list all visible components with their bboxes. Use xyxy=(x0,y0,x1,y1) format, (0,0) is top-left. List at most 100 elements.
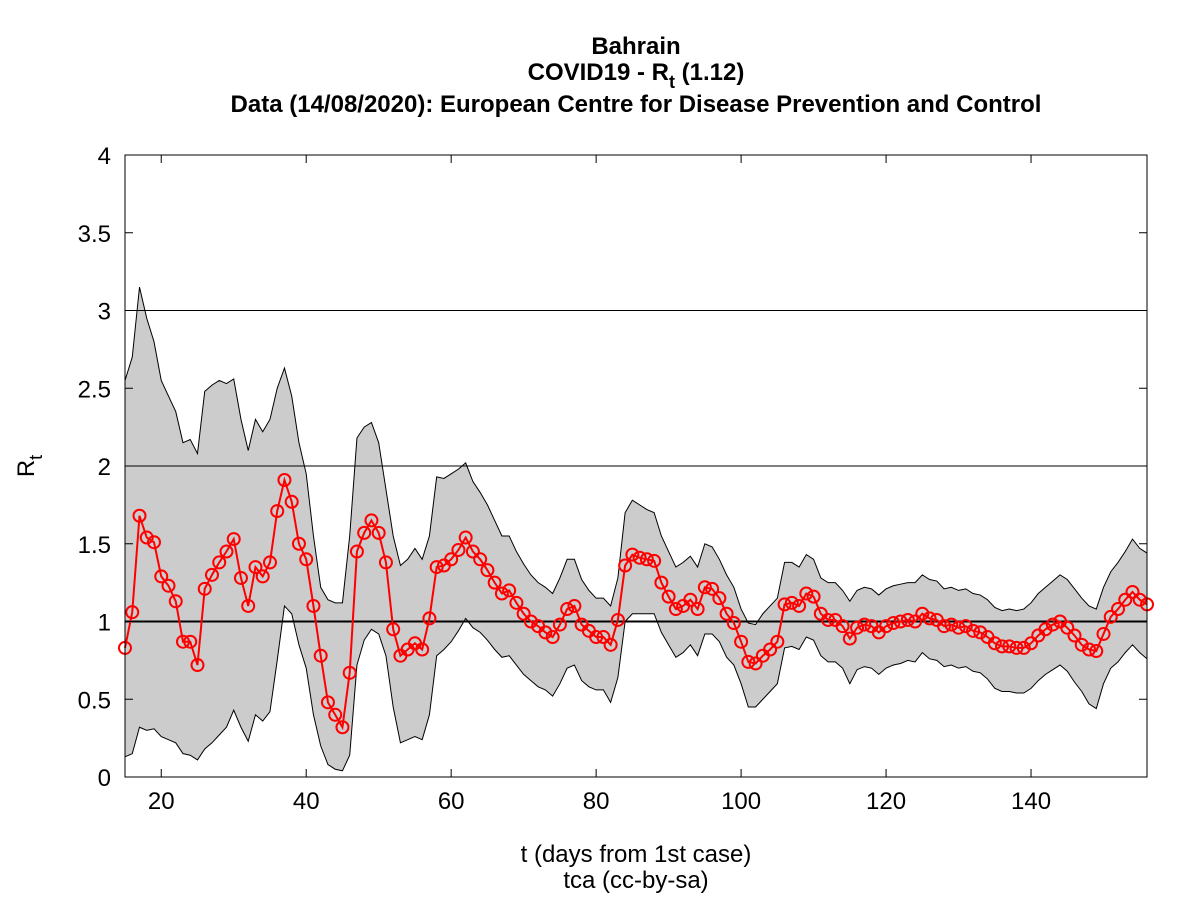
rt-point xyxy=(915,606,930,621)
rt-point xyxy=(799,586,814,601)
rt-point xyxy=(937,619,952,634)
x-tick-label: 140 xyxy=(1011,788,1051,815)
y-tick-label: 2.5 xyxy=(78,376,111,403)
rt-point xyxy=(632,550,647,565)
rt-point xyxy=(473,552,488,567)
rt-point xyxy=(1089,644,1104,659)
rt-point xyxy=(168,594,183,609)
rt-point xyxy=(995,639,1010,654)
rt-point xyxy=(277,472,292,487)
rt-point xyxy=(806,589,821,604)
rt-point xyxy=(545,630,560,645)
x-tick-label: 120 xyxy=(866,788,906,815)
rt-point xyxy=(857,617,872,632)
rt-point xyxy=(966,623,981,638)
rt-point xyxy=(386,622,401,637)
title-text: (1.12) xyxy=(675,59,744,86)
rt-point xyxy=(567,598,582,613)
rt-point xyxy=(480,563,495,578)
rt-point xyxy=(668,602,683,617)
rt-point xyxy=(770,634,785,649)
rt-point xyxy=(1067,628,1082,643)
rt-point xyxy=(944,617,959,632)
x-tick-label: 40 xyxy=(293,788,320,815)
rt-point xyxy=(734,634,749,649)
rt-point xyxy=(726,616,741,631)
rt-point xyxy=(1024,636,1039,651)
title-line2: COVID19 - Rt (1.12) xyxy=(528,59,745,92)
rt-point xyxy=(306,598,321,613)
rt-point xyxy=(509,595,524,610)
y-tick-label: 2 xyxy=(98,454,111,481)
rt-point xyxy=(465,544,480,559)
rt-point xyxy=(690,602,705,617)
rt-point xyxy=(842,631,857,646)
rt-point xyxy=(226,532,241,547)
rt-point xyxy=(299,552,314,567)
rt-point xyxy=(596,630,611,645)
rt-point xyxy=(328,707,343,722)
y-label-subscript: t xyxy=(26,455,46,460)
rt-point xyxy=(552,617,567,632)
rt-point xyxy=(132,508,147,523)
rt-point xyxy=(647,553,662,568)
rt-point xyxy=(313,648,328,663)
rt-point xyxy=(523,614,538,629)
rt-point xyxy=(661,589,676,604)
rt-point xyxy=(161,578,176,593)
rt-point xyxy=(625,547,640,562)
rt-point xyxy=(589,630,604,645)
rt-point xyxy=(835,619,850,634)
rt-point xyxy=(958,619,973,634)
band-upper-edge xyxy=(124,287,1148,626)
rt-point xyxy=(1132,592,1147,607)
rt-point xyxy=(1045,617,1060,632)
rt-point xyxy=(197,581,212,596)
rt-point xyxy=(364,513,379,528)
title-line3: Data (14/08/2020): European Centre for D… xyxy=(231,91,1042,118)
rt-point xyxy=(784,595,799,610)
rt-point xyxy=(190,658,205,673)
rt-point xyxy=(1060,620,1075,635)
rt-point xyxy=(697,580,712,595)
y-tick-label: 4 xyxy=(98,143,111,170)
rt-point xyxy=(175,634,190,649)
rt-line xyxy=(124,476,1148,731)
rt-point xyxy=(987,636,1002,651)
x-axis-label: t (days from 1st case) xyxy=(521,841,752,868)
rt-point xyxy=(705,581,720,596)
y-tick-label: 3.5 xyxy=(78,221,111,248)
rt-point xyxy=(748,656,763,671)
rt-point xyxy=(487,575,502,590)
rt-point xyxy=(342,665,357,680)
rt-point xyxy=(1074,637,1089,652)
rt-point xyxy=(233,570,248,585)
rt-point xyxy=(516,606,531,621)
rt-point xyxy=(763,642,778,657)
x-tick-label: 80 xyxy=(583,788,610,815)
rt-point xyxy=(603,637,618,652)
rt-point xyxy=(125,605,140,620)
rt-point xyxy=(654,575,669,590)
rt-point xyxy=(284,494,299,509)
rt-point xyxy=(502,583,517,598)
rt-point xyxy=(219,544,234,559)
rt-point xyxy=(741,654,756,669)
rt-point xyxy=(538,625,553,640)
rt-point xyxy=(1009,640,1024,655)
rt-point xyxy=(893,614,908,629)
rt-point xyxy=(639,552,654,567)
rt-point xyxy=(1111,602,1126,617)
rt-point xyxy=(1103,609,1118,624)
y-tick-label: 1 xyxy=(98,610,111,637)
y-tick-label: 0 xyxy=(98,765,111,792)
rt-point xyxy=(1118,592,1133,607)
rt-point xyxy=(618,558,633,573)
rt-point xyxy=(951,620,966,635)
x-tick-label: 100 xyxy=(721,788,761,815)
rt-point xyxy=(212,555,227,570)
title-subscript: t xyxy=(669,72,675,92)
rt-point xyxy=(248,560,263,575)
rt-point xyxy=(458,530,473,545)
